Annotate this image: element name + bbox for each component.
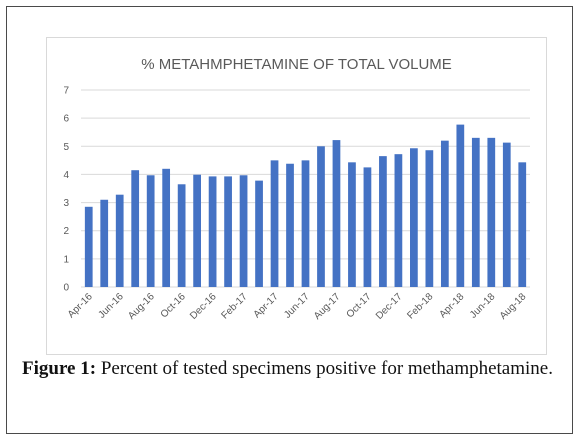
bar-apr-16 [84,206,93,287]
bar-oct-17 [363,167,372,287]
bar-jul-17 [317,146,325,287]
bar-sep-17 [348,162,356,287]
bar-may-18 [471,137,480,287]
y-tick-label: 6 [63,114,69,125]
bar-may-17 [286,163,294,287]
x-tick-label: Oct-17 [345,291,374,320]
x-tick-label: Jun-17 [282,291,312,321]
bar-mar-18 [440,140,449,287]
bar-apr-17 [270,160,279,287]
x-tick-label: Feb-18 [405,291,435,321]
x-tick-label: Dec-16 [188,291,219,322]
x-tick-label: Apr-18 [437,291,466,320]
x-tick-label: Jun-16 [96,291,126,321]
bar-feb-17 [239,175,248,287]
bar-feb-18 [425,150,434,287]
x-tick-label: Apr-17 [252,291,281,320]
bar-jan-17 [224,176,232,287]
x-tick-label: Aug-18 [498,291,529,322]
figure-caption: Figure 1: Percent of tested specimens po… [22,357,570,381]
bar-sep-16 [162,168,171,287]
x-tick-label: Jun-18 [468,291,498,321]
bar-may-16 [100,199,109,287]
bar-jul-18 [502,142,511,287]
y-axis-ticks: 0 1 2 3 4 5 6 7 [63,86,69,294]
x-tick-label: Feb-17 [220,291,250,321]
bar-aug-18 [518,162,527,287]
y-tick-label: 0 [63,283,69,294]
bar-mar-17 [255,180,263,287]
figure-label: Figure 1: [22,358,97,379]
bar-dec-16 [208,176,217,287]
x-tick-label: Aug-17 [312,291,343,322]
bar-oct-16 [177,184,186,287]
chart-title: % METAHMPHETAMINE OF TOTAL VOLUME [141,56,452,73]
chart-area: % METAHMPHETAMINE OF TOTAL VOLUME 0 1 2 3 4 5… [46,37,547,355]
bar-apr-18 [456,124,465,287]
x-tick-label: Apr-16 [66,291,95,320]
figure-caption-text: Percent of tested specimens positive for… [100,358,553,379]
x-tick-label: Aug-16 [126,291,157,322]
x-tick-label: Dec-17 [374,291,405,322]
y-tick-label: 7 [63,86,69,97]
bar-jun-18 [487,137,496,287]
bar-jan-18 [410,148,418,287]
figure-frame: % METAHMPHETAMINE OF TOTAL VOLUME 0 1 2 3 4 5… [6,6,573,434]
bar-nov-16 [193,174,201,287]
bar-jul-16 [131,170,140,287]
y-tick-label: 3 [63,198,69,209]
x-axis-ticks: Apr-16 Jun-16 Aug-16 Oct-16 Dec-16 Feb-17 Apr-… [66,291,529,322]
bar-aug-16 [146,175,155,287]
bar-jun-17 [301,160,310,287]
bar-chart: % METAHMPHETAMINE OF TOTAL VOLUME 0 1 2 3 4 5… [63,56,530,322]
y-tick-label: 5 [63,142,69,153]
bar-jun-16 [115,194,124,287]
bar-aug-17 [332,140,341,287]
bar-nov-17 [379,156,387,287]
y-tick-label: 2 [63,226,69,237]
y-tick-label: 1 [63,254,69,265]
bars [84,124,527,287]
bar-dec-17 [394,154,403,287]
y-tick-label: 4 [63,170,69,181]
x-tick-label: Oct-16 [159,291,188,320]
